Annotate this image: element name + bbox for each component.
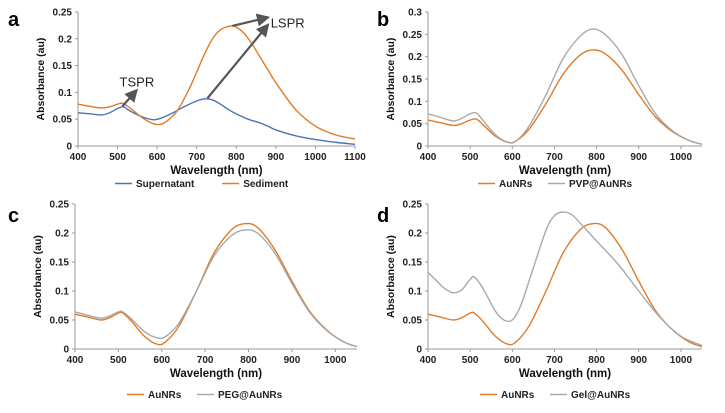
- y-tick-label: 0.1: [408, 97, 422, 108]
- x-tick-label: 900: [268, 152, 285, 163]
- x-tick-label: 400: [420, 355, 437, 366]
- x-tick-label: 800: [588, 152, 605, 163]
- y-tick-label: 0.15: [53, 61, 73, 72]
- legend-label: PVP@AuNRs: [569, 179, 633, 190]
- y-tick-label: 0: [416, 345, 422, 356]
- y-tick-label: 0.15: [403, 75, 423, 86]
- y-axis-title: Absorbance (au): [385, 38, 397, 121]
- y-tick-label: 0: [416, 142, 422, 153]
- x-tick-label: 500: [110, 355, 127, 366]
- legend-label: AuNRs: [499, 179, 533, 190]
- y-tick-label: 0.05: [53, 115, 73, 126]
- x-tick-label: 400: [70, 152, 87, 163]
- panel-a: a 0 0.05 0.1 0.15 0.2 0.25 400 500 600 700 800 900 1…: [8, 8, 366, 191]
- y-tick-label: 0.15: [403, 258, 423, 269]
- legend-label: Gel@AuNRs: [571, 390, 631, 401]
- annotation-arrow: [121, 88, 139, 108]
- y-axis-title: Absorbance (au): [385, 235, 397, 318]
- x-axis-title: Wavelength (nm): [170, 368, 262, 380]
- panel-d: d 0 0.05 0.1 0.15 0.2 0.25 400 500 600 700 800 900 1…: [377, 200, 703, 401]
- x-tick-label: 500: [462, 152, 479, 163]
- x-tick-label: 600: [504, 355, 521, 366]
- annotation-label: LSPR: [271, 16, 305, 31]
- panel-label-b: b: [377, 9, 389, 31]
- series-line-peg-aunrs: [74, 229, 358, 348]
- series-line-aunrs: [74, 222, 358, 348]
- annotation-label: TSPR: [120, 75, 155, 90]
- legend-label: Supernatant: [136, 179, 195, 190]
- series-line-pvp-aunrs: [427, 28, 703, 145]
- x-tick-label: 1000: [670, 152, 693, 163]
- y-axis-title: Absorbance (au): [32, 235, 44, 318]
- series-line-aunrs: [427, 222, 703, 348]
- y-tick-label: 0.05: [403, 119, 423, 130]
- x-tick-label: 500: [109, 152, 126, 163]
- y-tick-label: 0: [66, 142, 72, 153]
- x-tick-label: 1000: [670, 355, 693, 366]
- legend-label: PEG@AuNRs: [218, 390, 283, 401]
- y-tick-label: 0.25: [403, 200, 423, 211]
- x-tick-label: 900: [284, 355, 301, 366]
- panel-label-c: c: [8, 205, 19, 227]
- y-tick-label: 0.3: [408, 8, 422, 19]
- y-tick-label: 0.1: [408, 287, 422, 298]
- x-axis-title: Wavelength (nm): [519, 368, 611, 380]
- x-tick-label: 400: [420, 152, 437, 163]
- y-tick-label: 0.25: [50, 200, 70, 211]
- x-tick-label: 700: [197, 355, 214, 366]
- annotation-arrow: [232, 13, 271, 28]
- legend-label: AuNRs: [148, 390, 182, 401]
- series-line-gel-aunrs: [427, 211, 703, 347]
- y-tick-label: 0.1: [55, 287, 69, 298]
- x-tick-label: 700: [546, 152, 563, 163]
- x-axis-title: Wavelength (nm): [170, 165, 262, 177]
- y-tick-label: 0.05: [403, 316, 423, 327]
- x-tick-label: 800: [240, 355, 257, 366]
- panel-c: c 0 0.05 0.1 0.15 0.2 0.25 400 500 600 700 800 900 1…: [8, 200, 358, 401]
- y-tick-label: 0.1: [58, 88, 72, 99]
- y-tick-label: 0.25: [53, 8, 73, 19]
- panel-b: b 0 0.05 0.1 0.15 0.2 0.25 0.3 400 500 600 700 800 9…: [377, 8, 703, 190]
- x-tick-label: 400: [67, 355, 84, 366]
- legend-label: AuNRs: [501, 390, 535, 401]
- series-line-supernatant: [77, 98, 356, 146]
- x-tick-label: 600: [153, 355, 170, 366]
- x-tick-label: 600: [504, 152, 521, 163]
- x-tick-label: 900: [630, 152, 647, 163]
- series-line-aunrs: [427, 49, 703, 145]
- x-tick-label: 900: [630, 355, 647, 366]
- x-tick-label: 500: [462, 355, 479, 366]
- y-tick-label: 0.2: [58, 34, 72, 45]
- y-axis-title: Absorbance (au): [35, 38, 47, 121]
- x-tick-label: 1000: [304, 152, 327, 163]
- y-tick-label: 0: [63, 345, 69, 356]
- x-tick-label: 600: [149, 152, 166, 163]
- y-tick-label: 0.25: [403, 30, 423, 41]
- x-tick-label: 700: [188, 152, 205, 163]
- y-tick-label: 0.05: [50, 316, 70, 327]
- x-tick-label: 800: [588, 355, 605, 366]
- x-axis-title: Wavelength (nm): [519, 165, 611, 177]
- series-line-sediment: [77, 25, 356, 140]
- panel-label-d: d: [377, 205, 389, 227]
- x-tick-label: 1100: [344, 152, 366, 163]
- panel-label-a: a: [8, 9, 20, 31]
- x-tick-label: 800: [228, 152, 245, 163]
- y-tick-label: 0.2: [408, 52, 422, 63]
- y-tick-label: 0.2: [408, 229, 422, 240]
- x-tick-label: 1000: [324, 355, 347, 366]
- y-tick-label: 0.2: [55, 229, 69, 240]
- legend-label: Sediment: [243, 179, 289, 190]
- x-tick-label: 700: [546, 355, 563, 366]
- y-tick-label: 0.15: [50, 258, 70, 269]
- annotation-arrow: [206, 23, 270, 99]
